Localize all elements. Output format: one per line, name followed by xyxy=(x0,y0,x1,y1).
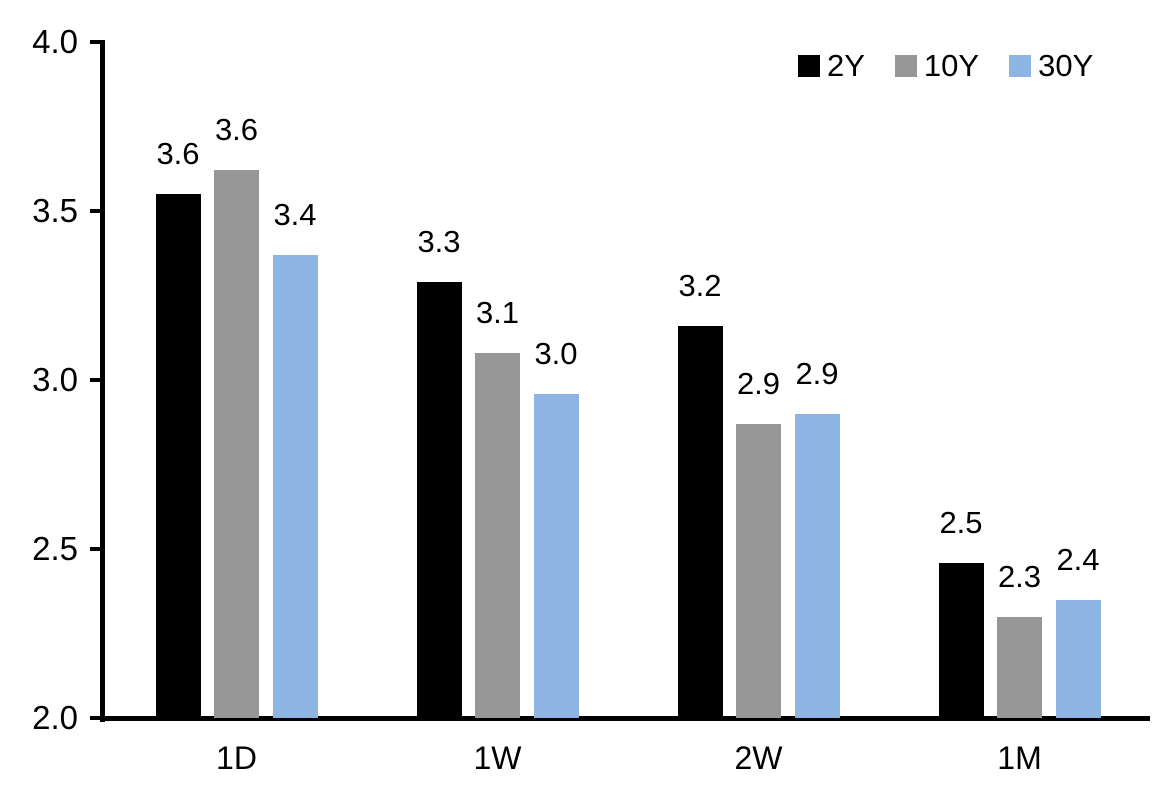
bar-2y-1m xyxy=(938,562,984,718)
bar-label: 2.9 xyxy=(736,365,781,401)
y-axis-tick xyxy=(90,209,100,213)
bar-label: 3.6 xyxy=(156,136,200,172)
x-category-label: 2W xyxy=(734,740,783,776)
y-tick-label: 3.5 xyxy=(32,192,78,229)
bar-10y-1d xyxy=(214,170,259,718)
bar-30y-1w xyxy=(533,393,579,718)
y-tick-label: 2.0 xyxy=(32,699,78,736)
bar-label: 3.1 xyxy=(475,294,520,330)
y-tick-label: 4.0 xyxy=(32,23,78,60)
bar-2y-1d xyxy=(155,194,201,718)
bar-label: 3.0 xyxy=(534,335,578,371)
y-axis-tick xyxy=(90,40,100,44)
y-tick-label: 3.0 xyxy=(32,361,78,398)
bar-label: 2.3 xyxy=(997,558,1042,594)
bar-30y-1m xyxy=(1055,599,1101,718)
y-tick-label: 2.5 xyxy=(32,530,78,567)
bar-2y-1w xyxy=(416,281,462,718)
y-axis-tick xyxy=(90,547,100,551)
legend-label: 30Y xyxy=(1038,48,1094,83)
bar-2y-2w xyxy=(677,325,723,718)
legend-swatch-icon xyxy=(798,55,820,77)
bar-label: 3.4 xyxy=(273,196,317,232)
bar-label: 2.5 xyxy=(939,504,983,540)
y-axis-line xyxy=(100,40,105,722)
legend-label: 10Y xyxy=(923,48,980,83)
bar-label: 2.9 xyxy=(795,355,839,391)
bar-10y-1m xyxy=(997,616,1042,718)
bar-30y-1d xyxy=(272,254,318,718)
x-category-label: 1D xyxy=(216,740,257,776)
y-axis-tick xyxy=(90,716,100,720)
y-axis-tick xyxy=(90,378,100,382)
x-axis-line xyxy=(100,716,1150,721)
bar-30y-2w xyxy=(794,413,840,718)
legend-item-30y: 30Y xyxy=(1009,48,1093,84)
bar-10y-1w xyxy=(475,352,520,718)
x-category-label: 1W xyxy=(473,740,522,776)
legend-label: 2Y xyxy=(827,48,865,83)
legend-swatch-icon xyxy=(1009,55,1032,77)
x-category-label: 1M xyxy=(997,740,1042,776)
legend-item-2y: 2Y xyxy=(798,48,865,84)
legend-item-10y: 10Y xyxy=(894,48,980,84)
legend-swatch-icon xyxy=(894,55,917,77)
legend: 2Y 10Y 30Y xyxy=(798,48,1093,84)
bar-label: 3.2 xyxy=(678,267,722,303)
bar-label: 2.4 xyxy=(1056,541,1100,577)
bar-10y-2w xyxy=(736,423,781,718)
bar-label: 3.6 xyxy=(214,112,259,148)
bar-label: 3.3 xyxy=(417,223,461,259)
